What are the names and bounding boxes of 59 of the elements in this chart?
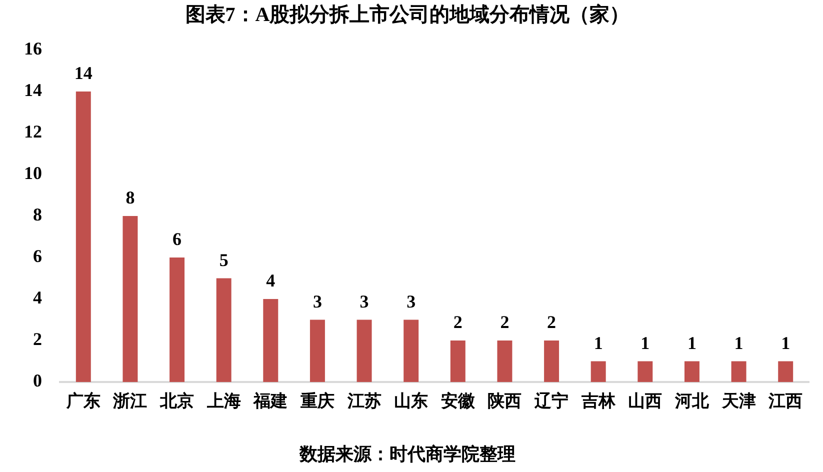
data-label: 2	[453, 312, 462, 332]
bar	[731, 361, 746, 382]
x-tick-label: 辽宁	[534, 392, 569, 411]
data-label: 14	[74, 63, 92, 84]
x-tick-label: 上海	[206, 392, 241, 411]
bar	[76, 92, 91, 382]
data-label: 8	[126, 188, 135, 208]
bar	[170, 258, 185, 382]
bar	[544, 340, 560, 382]
bar	[263, 299, 278, 382]
bar	[122, 216, 138, 382]
data-label: 6	[172, 229, 182, 250]
bar	[590, 361, 606, 382]
x-tick-label: 浙江	[112, 392, 148, 411]
bar	[216, 278, 232, 382]
bar	[778, 361, 794, 382]
bar	[356, 320, 372, 382]
bar	[638, 361, 653, 382]
data-label: 5	[219, 250, 228, 270]
data-label: 1	[640, 332, 650, 353]
y-tick-label: 2	[33, 329, 42, 350]
y-tick-label: 0	[33, 370, 42, 391]
chart-title: 图表7：A股拟分拆上市公司的地域分布情况（家）	[185, 3, 630, 26]
bar	[404, 320, 419, 382]
y-tick-label: 12	[24, 122, 42, 142]
x-tick-label: 广东	[65, 392, 100, 411]
x-tick-label: 陕西	[488, 392, 522, 411]
x-tick-label: 吉林	[580, 392, 616, 411]
source-note: 数据来源：时代商学院整理	[298, 444, 516, 464]
bar	[684, 361, 700, 382]
y-tick-label: 4	[33, 288, 42, 308]
data-label: 3	[406, 291, 416, 312]
x-tick-label: 山东	[394, 392, 428, 411]
bar	[497, 340, 512, 382]
data-label: 1	[781, 332, 790, 353]
x-tick-label: 重庆	[299, 392, 334, 411]
y-tick-label: 14	[24, 80, 42, 100]
data-label: 2	[547, 312, 556, 332]
x-tick-label: 江西	[768, 392, 803, 411]
x-tick-label: 安徽	[440, 392, 476, 411]
y-tick-label: 8	[33, 204, 42, 225]
data-label: 1	[734, 332, 744, 353]
x-tick-label: 福建	[252, 392, 288, 411]
data-label: 3	[312, 291, 322, 312]
bar	[450, 340, 466, 382]
x-tick-label: 山西	[628, 392, 662, 411]
data-label: 1	[687, 332, 696, 353]
y-tick-label: 6	[33, 246, 42, 266]
data-label: 3	[360, 291, 369, 312]
data-label: 4	[266, 270, 276, 291]
data-label: 1	[594, 332, 603, 353]
x-tick-label: 江苏	[346, 392, 382, 411]
bar	[310, 320, 325, 382]
data-label: 2	[500, 312, 510, 332]
y-tick-label: 16	[24, 38, 42, 59]
x-tick-label: 北京	[159, 392, 194, 411]
x-tick-label: 河北	[674, 392, 710, 411]
y-tick-label: 10	[24, 163, 42, 184]
x-tick-label: 天津	[720, 392, 756, 411]
